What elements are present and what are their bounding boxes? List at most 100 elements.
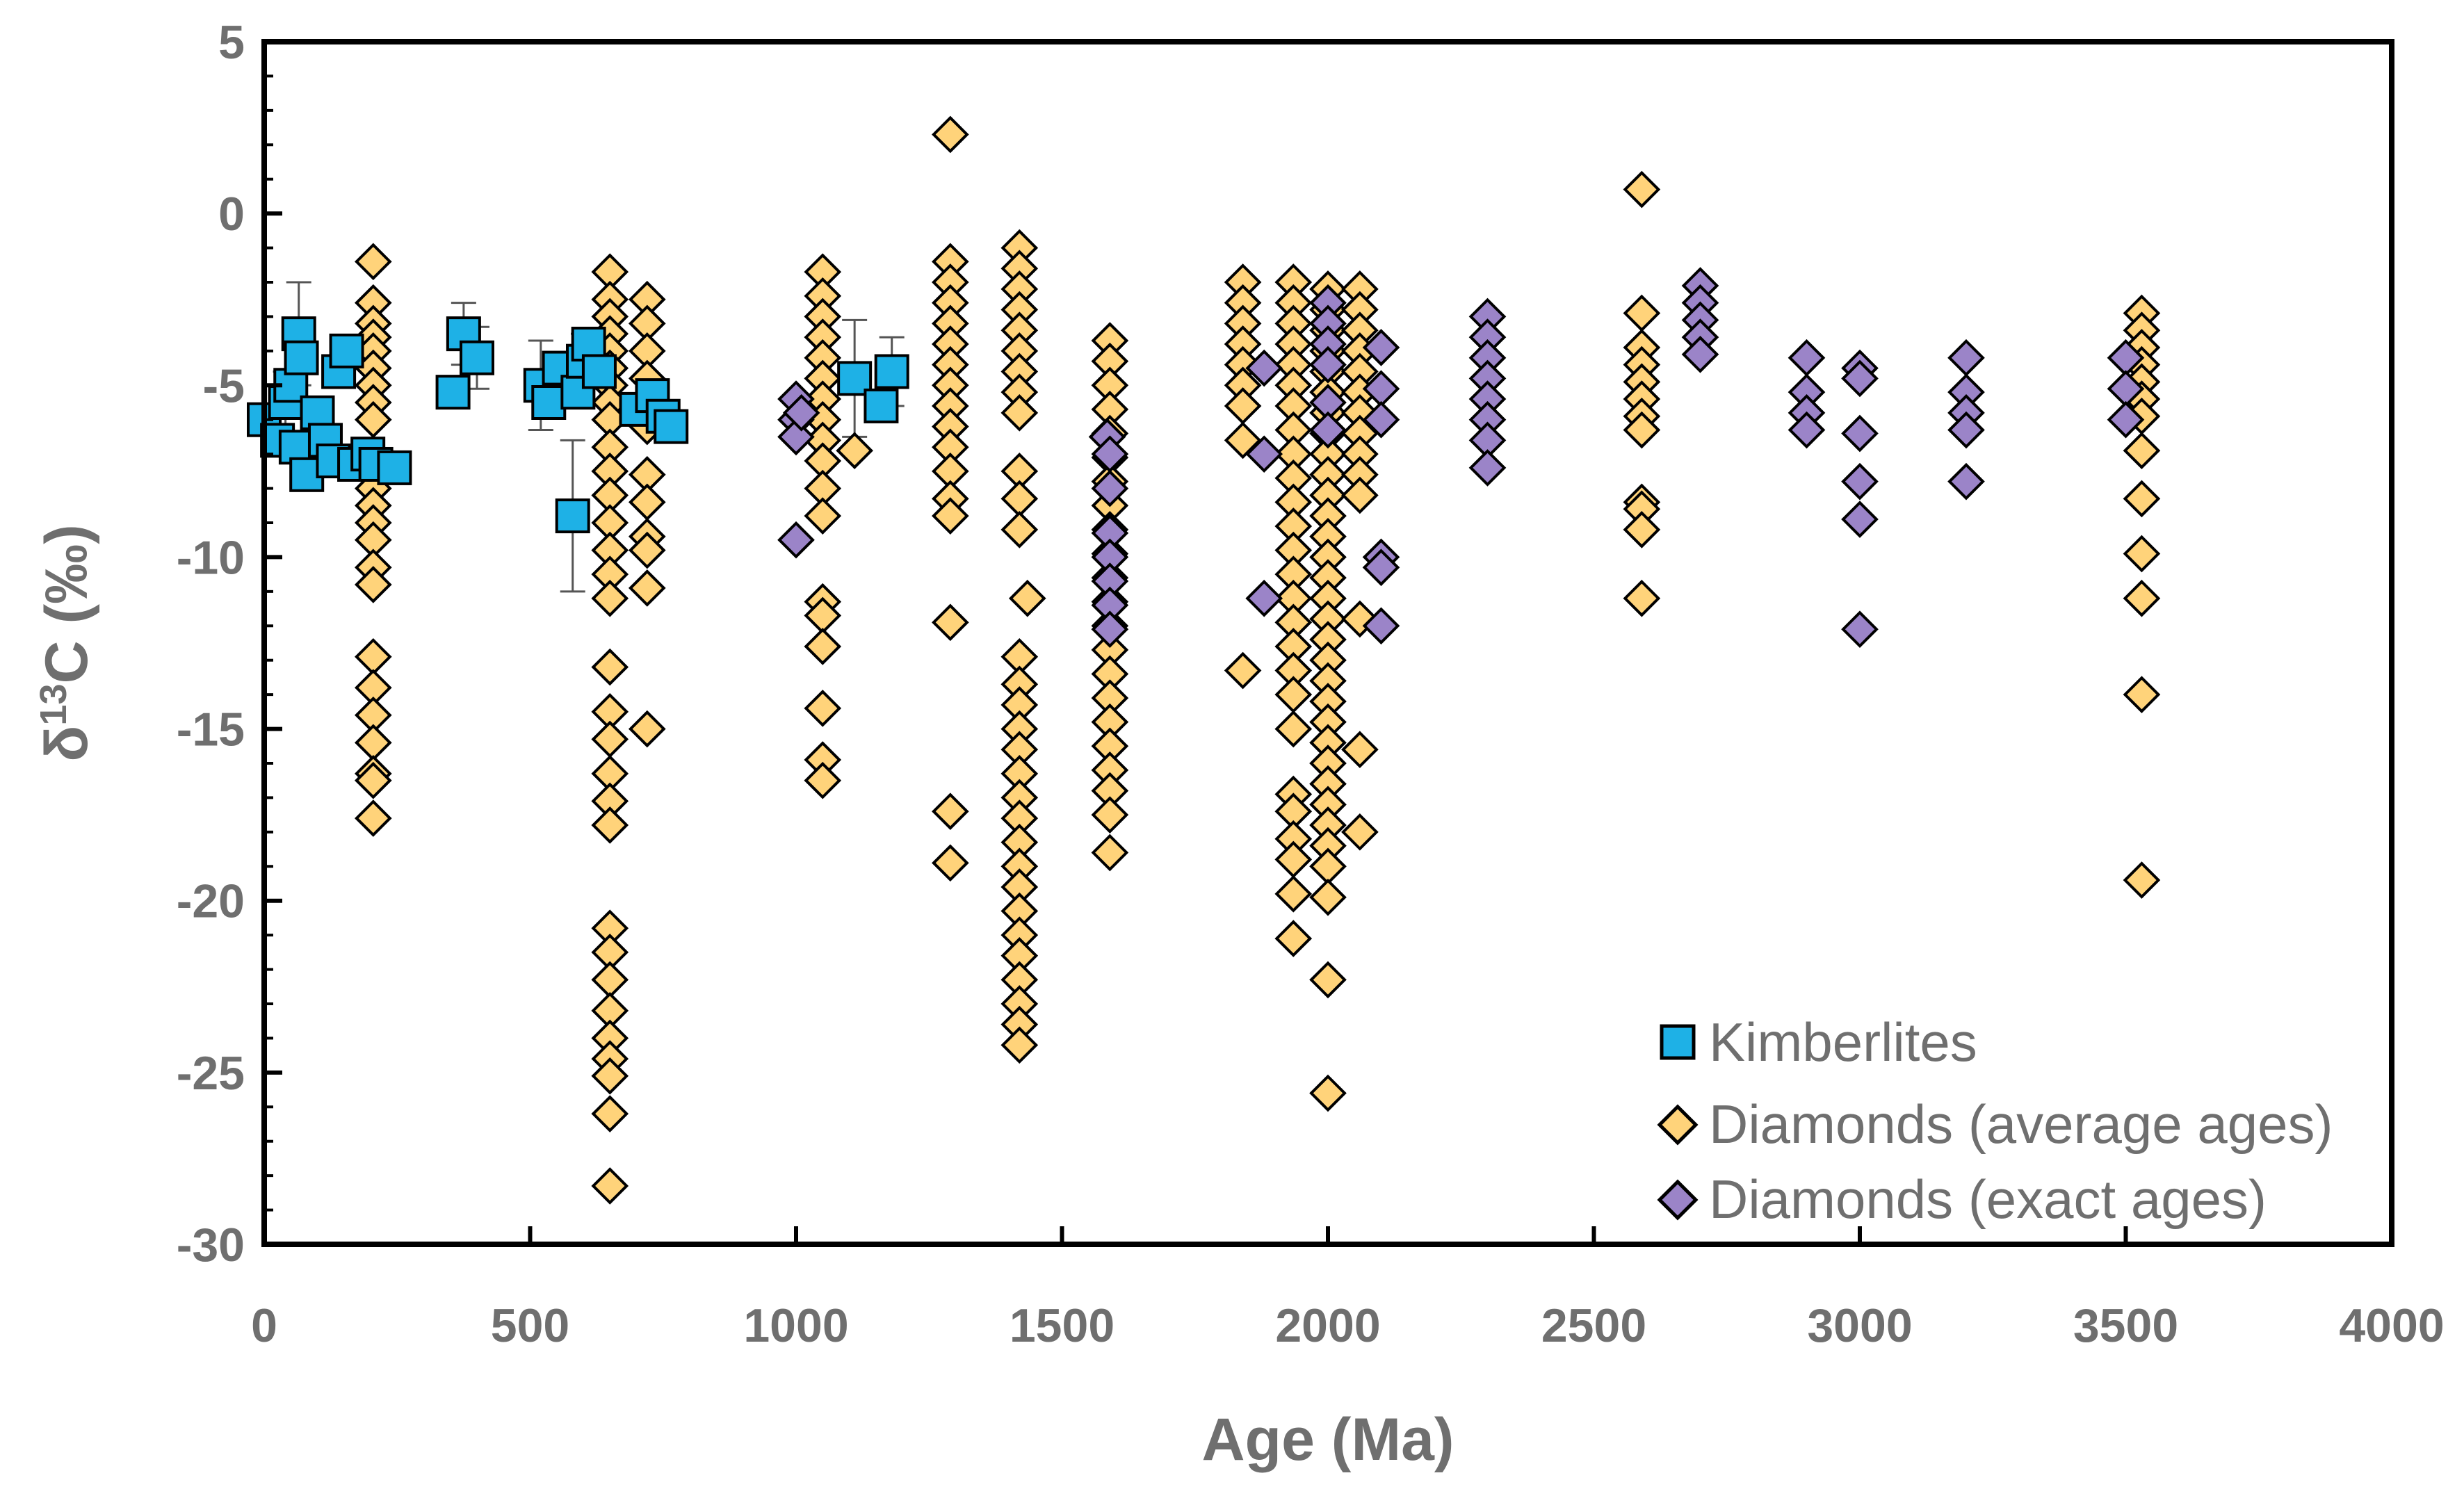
diamond-average-age-point — [804, 628, 842, 665]
diamond-average-age-point — [1000, 480, 1039, 518]
diamond-average-age-point — [591, 720, 629, 758]
diamond-average-age-point — [1224, 651, 1262, 690]
diamond-average-age-point — [1274, 676, 1313, 713]
diamond-average-age-point — [1274, 875, 1313, 913]
y-tick-label: -30 — [177, 1219, 245, 1271]
diamond-average-age-point — [1309, 878, 1347, 916]
kimberlite-point — [654, 409, 689, 444]
diamond-average-age-point — [591, 579, 629, 617]
diamond-exact-age-point — [1245, 579, 1283, 617]
legend-swatch-diamonds-exact — [1657, 1179, 1699, 1221]
diamond-average-age-point — [932, 792, 969, 831]
diamond-average-age-point — [804, 497, 842, 535]
x-tick-label: 500 — [491, 1299, 569, 1352]
y-tick-label: -20 — [177, 875, 245, 928]
x-axis-title: Age (Ma) — [1201, 1406, 1454, 1473]
x-tick-label: 1500 — [1010, 1299, 1115, 1352]
diamond-exact-age-point — [782, 394, 820, 432]
diamond-average-age-point — [354, 761, 392, 799]
diamond-average-age-point — [1309, 1074, 1347, 1112]
diamond-exact-age-point — [1947, 339, 1985, 377]
x-tick-label: 2500 — [1541, 1299, 1646, 1352]
diamond-average-age-point — [932, 603, 969, 642]
diamond-exact-age-point — [1309, 411, 1347, 449]
kimberlite-point — [435, 375, 471, 410]
y-tick-label: -10 — [177, 531, 245, 584]
diamond-average-age-point — [591, 648, 629, 686]
x-tick-label: 2000 — [1275, 1299, 1380, 1352]
diamond-average-age-point — [1623, 170, 1661, 209]
diamond-exact-age-point — [1362, 400, 1400, 439]
diamond-average-age-point — [1341, 476, 1379, 514]
diamond-average-age-point — [1274, 710, 1313, 748]
diamond-average-age-point — [932, 115, 969, 154]
diamond-exact-age-point — [777, 418, 815, 456]
kimberlite-point — [581, 354, 617, 389]
diamond-exact-age-point — [1841, 359, 1879, 398]
kimberlite-point — [531, 385, 567, 420]
diamond-average-age-point — [1309, 961, 1347, 999]
diamond-exact-age-point — [777, 521, 815, 559]
diamond-average-age-point — [1091, 834, 1129, 872]
kimberlite-point — [864, 388, 899, 423]
diamond-average-age-point — [591, 1095, 629, 1132]
x-tick-label: 4000 — [2339, 1299, 2444, 1352]
kimberlite-point — [460, 340, 494, 375]
diamond-average-age-point — [628, 531, 666, 569]
axis-ticks — [262, 40, 2394, 1246]
diamond-exact-age-point — [1362, 329, 1400, 366]
diamond-average-age-point — [1623, 511, 1661, 548]
diamond-exact-age-point — [1841, 462, 1879, 501]
x-tick-label: 0 — [251, 1299, 277, 1352]
y-axis-title-superscript: 13 — [33, 684, 74, 726]
diamond-average-age-point — [1224, 387, 1262, 425]
diamond-average-age-point — [591, 806, 629, 844]
y-axis-title-delta: δ — [33, 726, 100, 762]
legend: Kimberlites Diamonds (average ages) Diam… — [1657, 1011, 2333, 1230]
kimberlite-point — [329, 333, 364, 368]
legend-label-diamonds-average: Diamonds (average ages) — [1709, 1093, 2333, 1155]
kimberlite-point — [377, 450, 412, 485]
diamond-exact-age-point — [1091, 610, 1129, 649]
x-tick-label: 1000 — [743, 1299, 848, 1352]
diamond-exact-age-point — [1245, 435, 1283, 473]
kimberlite-point — [555, 498, 590, 534]
diamond-average-age-point — [1623, 411, 1661, 449]
diamond-average-age-point — [932, 844, 969, 882]
diamond-exact-age-point — [2107, 400, 2145, 439]
y-tick-label: -15 — [177, 704, 245, 756]
diamond-exact-age-point — [1788, 411, 1826, 449]
x-tick-label: 3000 — [1807, 1299, 1912, 1352]
data-points-layer — [247, 115, 2161, 1205]
diamond-average-age-point — [804, 690, 842, 727]
diamond-average-age-point — [1008, 579, 1046, 617]
legend-swatch-kimberlites — [1660, 1024, 1696, 1060]
diamond-average-age-point — [2123, 535, 2161, 573]
diamond-average-age-point — [591, 1167, 629, 1205]
diamond-exact-age-point — [1788, 339, 1826, 377]
diamond-exact-age-point — [1841, 414, 1879, 453]
diamond-exact-age-point — [1681, 335, 1719, 373]
diamond-average-age-point — [591, 1057, 629, 1095]
diamond-average-age-point — [2123, 676, 2161, 713]
diamond-average-age-point — [1274, 920, 1313, 957]
diamond-average-age-point — [2123, 480, 2161, 518]
kimberlite-point — [874, 354, 909, 389]
y-tick-label: -5 — [203, 359, 245, 412]
diamond-average-age-point — [354, 724, 392, 762]
diamond-average-age-point — [1274, 840, 1313, 879]
y-tick-label: -25 — [177, 1047, 245, 1100]
diamond-average-age-point — [354, 243, 392, 281]
diamond-exact-age-point — [1947, 462, 1985, 501]
diamond-average-age-point — [354, 637, 392, 676]
diamond-average-age-point — [591, 961, 629, 999]
y-axis-title-rest: C (‰) — [33, 524, 100, 683]
diamond-average-age-point — [1341, 813, 1379, 851]
diamond-average-age-point — [628, 483, 666, 521]
diamond-average-age-point — [804, 761, 842, 799]
legend-swatch-diamonds-average — [1657, 1104, 1699, 1146]
y-tick-label: 5 — [218, 16, 245, 69]
diamond-exact-age-point — [1362, 607, 1400, 645]
diamond-average-age-point — [354, 566, 392, 603]
diamond-average-age-point — [1623, 294, 1661, 332]
